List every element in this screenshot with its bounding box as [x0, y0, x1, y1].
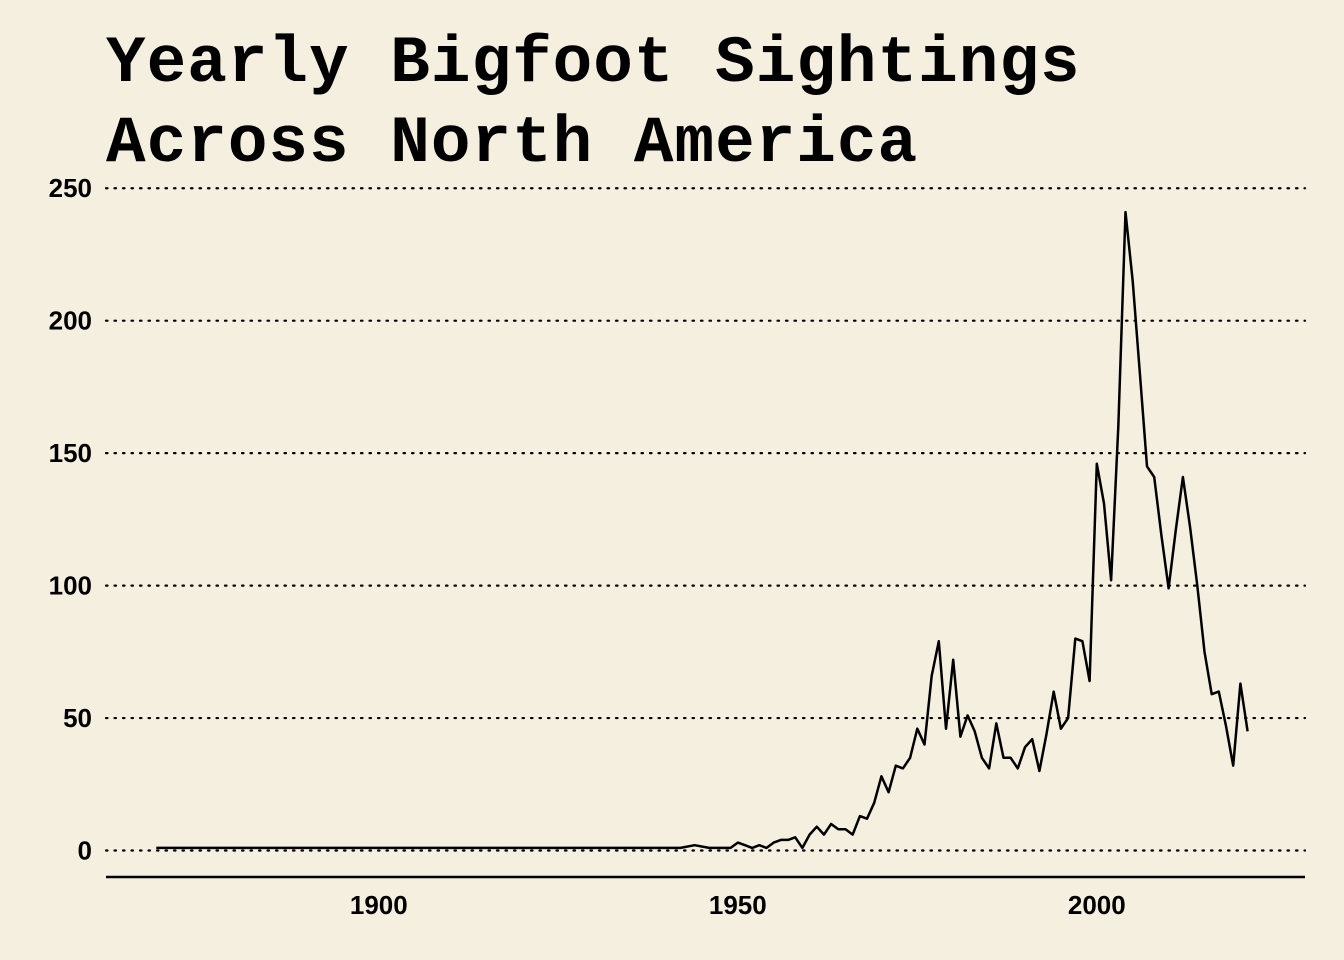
data-point-2016 [1210, 692, 1214, 696]
data-point-1988 [1009, 756, 1013, 760]
data-point-1964 [836, 827, 840, 831]
data-points [154, 210, 1249, 850]
x-axis-ticks: 1900 1950 2000 [350, 890, 1126, 920]
data-point-1980 [951, 658, 955, 662]
data-point-1955 [772, 841, 776, 845]
data-point-1949 [729, 846, 733, 850]
data-point-2020 [1238, 682, 1242, 686]
data-point-2012 [1181, 475, 1185, 479]
data-point-1995 [1059, 727, 1063, 731]
data-point-2011 [1174, 528, 1178, 532]
data-point-2018 [1224, 724, 1228, 728]
data-point-2003 [1116, 425, 1120, 429]
data-point-1997 [1073, 637, 1077, 641]
data-point-1992 [1037, 769, 1041, 773]
data-point-1948 [721, 846, 725, 850]
data-point-1998 [1080, 639, 1084, 643]
data-point-1984 [980, 756, 984, 760]
data-point-2004 [1124, 210, 1128, 214]
data-point-1952 [750, 846, 754, 850]
data-point-1990 [1023, 745, 1027, 749]
data-point-2008 [1152, 475, 1156, 479]
data-point-1974 [908, 756, 912, 760]
data-point-1968 [865, 817, 869, 821]
data-point-1975 [915, 727, 919, 731]
series-line-sightings [156, 210, 1249, 850]
data-point-2002 [1109, 578, 1113, 582]
data-point-1999 [1088, 679, 1092, 683]
data-point-1944 [693, 843, 697, 847]
data-point-1869 [154, 846, 158, 850]
data-point-1946 [707, 846, 711, 850]
data-point-1991 [1030, 737, 1034, 741]
data-point-1950 [736, 841, 740, 845]
data-point-2010 [1167, 586, 1171, 590]
data-point-1981 [958, 735, 962, 739]
data-point-1963 [829, 822, 833, 826]
data-point-1993 [1045, 732, 1049, 736]
data-point-1996 [1066, 716, 1070, 720]
data-point-1976 [923, 743, 927, 747]
data-point-2007 [1145, 464, 1149, 468]
x-tick-label-2000: 2000 [1068, 890, 1126, 920]
y-tick-label-100: 100 [49, 571, 92, 601]
data-point-1982 [966, 713, 970, 717]
data-point-1954 [765, 846, 769, 850]
data-point-1987 [1002, 756, 1006, 760]
data-point-1942 [678, 846, 682, 850]
data-point-2013 [1188, 525, 1192, 529]
data-point-1985 [987, 766, 991, 770]
y-tick-label-250: 250 [49, 173, 92, 203]
data-point-1962 [822, 833, 826, 837]
y-tick-label-200: 200 [49, 306, 92, 336]
data-point-1958 [793, 835, 797, 839]
data-point-1989 [1016, 766, 1020, 770]
data-point-1973 [901, 766, 905, 770]
data-point-2017 [1217, 690, 1221, 694]
data-point-1966 [851, 833, 855, 837]
data-point-1957 [786, 838, 790, 842]
data-point-1960 [808, 833, 812, 837]
data-point-1978 [937, 639, 941, 643]
data-point-1953 [757, 843, 761, 847]
data-point-2019 [1231, 764, 1235, 768]
y-tick-label-0: 0 [78, 836, 92, 866]
data-point-1983 [973, 729, 977, 733]
y-tick-label-150: 150 [49, 438, 92, 468]
data-point-2005 [1131, 279, 1135, 283]
data-point-1979 [944, 727, 948, 731]
chart-title: Yearly Bigfoot Sightings Across North Am… [106, 26, 1081, 181]
data-point-1965 [844, 827, 848, 831]
data-point-1969 [872, 801, 876, 805]
x-tick-label-1900: 1900 [350, 890, 408, 920]
data-point-2009 [1159, 533, 1163, 537]
data-point-2015 [1203, 650, 1207, 654]
data-point-2000 [1095, 462, 1099, 466]
data-point-1994 [1052, 690, 1056, 694]
data-point-2006 [1138, 372, 1142, 376]
data-point-1986 [994, 721, 998, 725]
data-point-2021 [1246, 729, 1250, 733]
data-point-2014 [1195, 584, 1199, 588]
data-point-1971 [887, 790, 891, 794]
data-point-1967 [858, 814, 862, 818]
data-point-1970 [879, 774, 883, 778]
y-tick-label-50: 50 [63, 703, 92, 733]
data-point-1961 [815, 825, 819, 829]
data-point-1959 [800, 846, 804, 850]
data-point-1972 [894, 764, 898, 768]
data-point-1951 [743, 843, 747, 847]
data-point-1956 [779, 838, 783, 842]
y-axis-ticks: 0 50 100 150 200 250 [49, 173, 92, 865]
x-tick-label-1950: 1950 [709, 890, 767, 920]
gridlines [104, 187, 1307, 852]
data-point-1977 [930, 674, 934, 678]
data-point-2001 [1102, 502, 1106, 506]
